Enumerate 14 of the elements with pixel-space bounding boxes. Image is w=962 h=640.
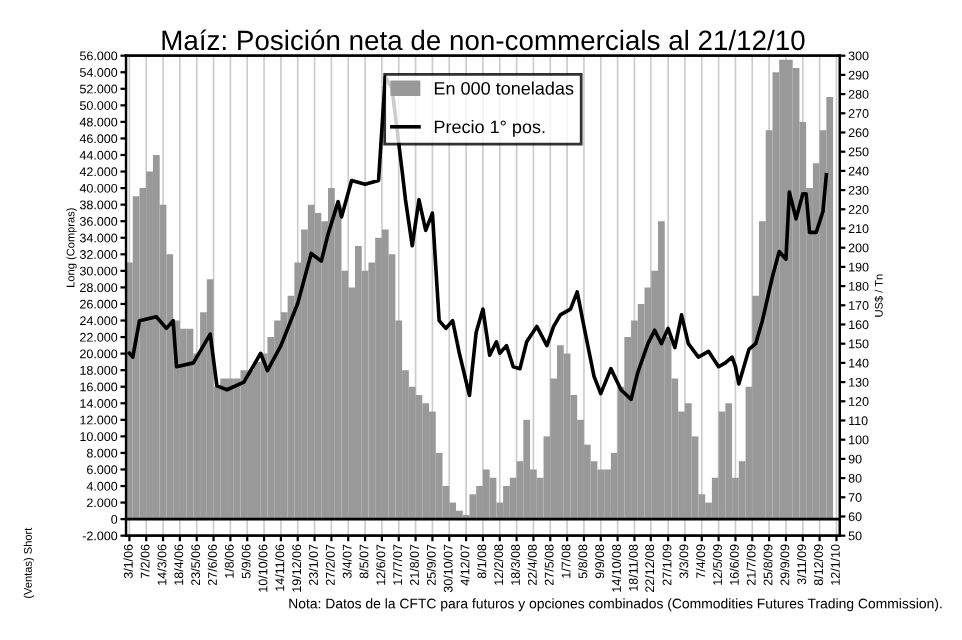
- bar: [725, 403, 733, 520]
- bar: [469, 494, 477, 520]
- chart-title: Maíz: Posición neta de non-commercials al 21/12/10: [162, 29, 805, 51]
- bar: [658, 221, 665, 520]
- bar: [826, 97, 834, 520]
- bar: [503, 486, 510, 520]
- bar: [429, 411, 436, 520]
- legend-label: En 000 toneladas: [434, 81, 574, 95]
- bar: [684, 403, 692, 520]
- bar: [482, 469, 490, 520]
- bar: [206, 279, 214, 520]
- bar: [523, 419, 531, 520]
- bar: [274, 320, 281, 520]
- legend-label: Precio 1° pos.: [434, 120, 545, 137]
